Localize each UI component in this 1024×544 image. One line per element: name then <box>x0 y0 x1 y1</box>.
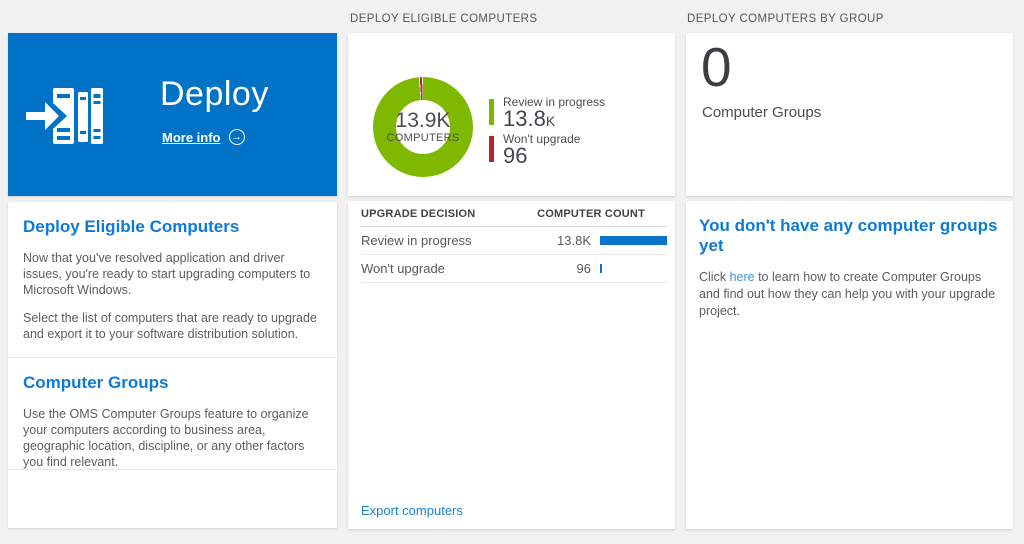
column-header-upgrade-decision: UPGRADE DECISION <box>361 207 476 220</box>
legend-label: Won't upgrade <box>503 132 581 146</box>
row-bar-track <box>600 264 667 273</box>
donut-chart: 13.9K COMPUTERS <box>373 77 473 177</box>
row-bar-track <box>600 236 667 245</box>
column-header-computer-count: COMPUTER COUNT <box>537 207 645 220</box>
count-bar <box>600 264 602 273</box>
deploy-tile[interactable]: Deploy More info → <box>8 33 337 196</box>
donut-center-label: COMPUTERS <box>386 132 460 144</box>
column-header-deploy-eligible-computers: DEPLOY ELIGIBLE COMPUTERS <box>350 13 538 25</box>
row-label: Review in progress <box>361 233 472 248</box>
deploy-tile-title: Deploy <box>160 75 269 113</box>
row-label: Won't upgrade <box>361 261 445 276</box>
donut-hole <box>396 100 450 154</box>
upgrade-decision-table-tile: UPGRADE DECISION COMPUTER COUNT Review i… <box>348 201 675 529</box>
section-deploy-eligible-computers: Deploy Eligible Computers Now that you'v… <box>8 202 337 358</box>
section-paragraph: Now that you've resolved application and… <box>23 251 311 297</box>
section-computer-groups: Computer Groups Use the OMS Computer Gro… <box>8 358 337 470</box>
here-link[interactable]: here <box>729 270 755 284</box>
groups-info-text: Click here to learn how to create Comput… <box>699 270 996 318</box>
count-bar <box>600 236 667 245</box>
upgrade-decision-table: UPGRADE DECISION COMPUTER COUNT Review i… <box>361 201 667 283</box>
groups-info-title: You don't have any computer groups yet <box>699 216 998 255</box>
donut-center-text: 13.9K COMPUTERS <box>373 77 473 177</box>
section-title-deploy-eligible: Deploy Eligible Computers <box>23 217 240 236</box>
column-header-deploy-computers-by-group: DEPLOY COMPUTERS BY GROUP <box>687 13 884 25</box>
legend-label: Review in progress <box>503 95 606 109</box>
row-count: 13.8K <box>557 233 591 248</box>
table-row-wont-upgrade[interactable]: Won't upgrade 96 <box>361 255 667 283</box>
legend-value: 13.8K <box>503 106 556 131</box>
section-paragraph: Use the OMS Computer Groups feature to o… <box>23 407 309 469</box>
donut-center-value: 13.9K <box>395 109 451 132</box>
computer-groups-count-label: Computer Groups <box>702 104 822 121</box>
arrow-right-circle-icon: → <box>228 129 245 145</box>
export-computers-link[interactable]: Export computers <box>361 503 463 518</box>
more-info-label: More info <box>162 129 221 145</box>
row-count: 96 <box>576 261 591 276</box>
computer-groups-count: 0 <box>701 36 732 98</box>
deploy-servers-icon <box>26 88 103 144</box>
table-row-review-in-progress[interactable]: Review in progress 13.8K <box>361 227 667 255</box>
legend-item-wont-upgrade: Won't upgrade 96 <box>489 133 605 168</box>
deploy-eligible-computers-tile[interactable]: 13.9K COMPUTERS Review in progress 13.8K… <box>348 33 675 196</box>
more-info-link[interactable]: More info → <box>162 129 245 145</box>
computer-groups-info-tile: You don't have any computer groups yet C… <box>686 201 1013 529</box>
legend-swatch-red <box>489 136 494 162</box>
legend-value: 96 <box>503 143 528 168</box>
section-title-computer-groups: Computer Groups <box>23 373 169 392</box>
left-info-panel: Deploy Eligible Computers Now that you'v… <box>8 202 337 528</box>
legend-item-review-in-progress: Review in progress 13.8K <box>489 96 605 131</box>
section-paragraph: Select the list of computers that are re… <box>23 311 317 341</box>
donut-legend: Review in progress 13.8K Won't upgrade 9… <box>489 96 605 170</box>
table-header-row: UPGRADE DECISION COMPUTER COUNT <box>361 201 667 227</box>
legend-swatch-green <box>489 99 494 125</box>
computer-groups-count-tile[interactable]: 0 Computer Groups <box>686 33 1013 196</box>
